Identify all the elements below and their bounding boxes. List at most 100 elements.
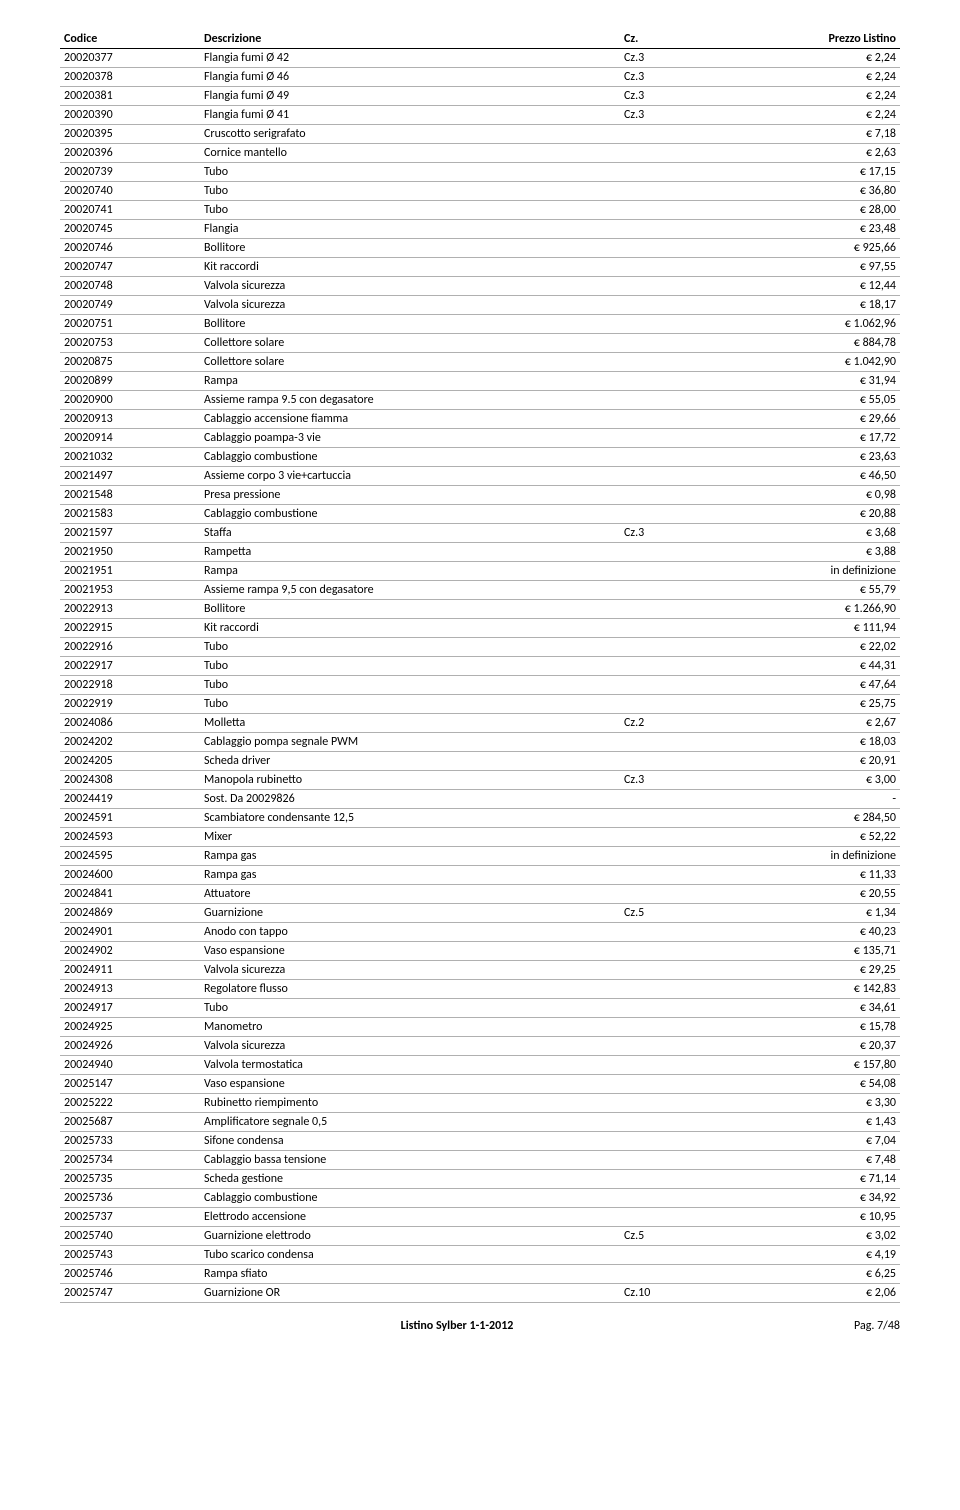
cell-price: € 10,95 [713, 1208, 900, 1227]
cell-price: € 28,00 [713, 201, 900, 220]
cell-price: € 3,30 [713, 1094, 900, 1113]
cell-code: 20022917 [60, 657, 200, 676]
cell-desc: Tubo [200, 638, 620, 657]
table-row: 20020739Tubo€ 17,15 [60, 163, 900, 182]
cell-price: € 884,78 [713, 334, 900, 353]
cell-desc: Presa pressione [200, 486, 620, 505]
cell-code: 20025737 [60, 1208, 200, 1227]
cell-desc: Cablaggio accensione fiamma [200, 410, 620, 429]
table-row: 20024869GuarnizioneCz.5€ 1,34 [60, 904, 900, 923]
cell-price: € 22,02 [713, 638, 900, 657]
table-row: 20024841Attuatore€ 20,55 [60, 885, 900, 904]
table-row: 20025687Amplificatore segnale 0,5€ 1,43 [60, 1113, 900, 1132]
table-row: 20021583Cablaggio combustione€ 20,88 [60, 505, 900, 524]
cell-cz [620, 1113, 713, 1132]
table-row: 20020753Collettore solare€ 884,78 [60, 334, 900, 353]
table-row: 20020396Cornice mantello€ 2,63 [60, 144, 900, 163]
cell-price: € 46,50 [713, 467, 900, 486]
cell-cz [620, 391, 713, 410]
cell-desc: Vaso espansione [200, 942, 620, 961]
header-code: Codice [60, 30, 200, 49]
header-cz: Cz. [620, 30, 713, 49]
table-row: 20025736Cablaggio combustione€ 34,92 [60, 1189, 900, 1208]
cell-desc: Cablaggio pompa segnale PWM [200, 733, 620, 752]
cell-price: € 17,72 [713, 429, 900, 448]
cell-desc: Collettore solare [200, 353, 620, 372]
cell-code: 20020381 [60, 87, 200, 106]
cell-code: 20020875 [60, 353, 200, 372]
cell-price: € 18,03 [713, 733, 900, 752]
cell-desc: Valvola sicurezza [200, 277, 620, 296]
cell-code: 20024593 [60, 828, 200, 847]
cell-cz [620, 999, 713, 1018]
cell-code: 20024308 [60, 771, 200, 790]
cell-cz [620, 467, 713, 486]
footer-title: Listino Sylber 1-1-2012 [401, 1319, 514, 1333]
cell-desc: Rampa sfiato [200, 1265, 620, 1284]
cell-price: in definizione [713, 847, 900, 866]
cell-code: 20024940 [60, 1056, 200, 1075]
cell-code: 20025734 [60, 1151, 200, 1170]
table-row: 20025733Sifone condensa€ 7,04 [60, 1132, 900, 1151]
table-row: 20020749Valvola sicurezza€ 18,17 [60, 296, 900, 315]
table-row: 20024593Mixer € 52,22 [60, 828, 900, 847]
table-header-row: CodiceDescrizioneCz.Prezzo Listino [60, 30, 900, 49]
table-row: 20024911Valvola sicurezza€ 29,25 [60, 961, 900, 980]
table-row: 20025147Vaso espansione€ 54,08 [60, 1075, 900, 1094]
cell-code: 20024202 [60, 733, 200, 752]
table-row: 20025734Cablaggio bassa tensione€ 7,48 [60, 1151, 900, 1170]
table-row: 20020381Flangia fumi Ø 49Cz.3€ 2,24 [60, 87, 900, 106]
cell-cz [620, 296, 713, 315]
cell-desc: Guarnizione [200, 904, 620, 923]
cell-code: 20024913 [60, 980, 200, 999]
cell-code: 20020740 [60, 182, 200, 201]
table-row: 20025747Guarnizione ORCz.10€ 2,06 [60, 1284, 900, 1303]
cell-code: 20025735 [60, 1170, 200, 1189]
cell-price: € 97,55 [713, 258, 900, 277]
cell-desc: Kit raccordi [200, 619, 620, 638]
cell-price: € 4,19 [713, 1246, 900, 1265]
cell-cz [620, 695, 713, 714]
cell-code: 20020914 [60, 429, 200, 448]
cell-price: € 40,23 [713, 923, 900, 942]
cell-price: € 17,15 [713, 163, 900, 182]
cell-cz [620, 980, 713, 999]
cell-desc: Flangia fumi Ø 46 [200, 68, 620, 87]
table-row: 20020899Rampa€ 31,94 [60, 372, 900, 391]
table-row: 20020748Valvola sicurezza€ 12,44 [60, 277, 900, 296]
cell-code: 20020913 [60, 410, 200, 429]
cell-price: € 36,80 [713, 182, 900, 201]
cell-price: € 111,94 [713, 619, 900, 638]
cell-cz [620, 752, 713, 771]
cell-code: 20025733 [60, 1132, 200, 1151]
cell-cz: Cz.3 [620, 49, 713, 68]
cell-cz [620, 410, 713, 429]
cell-desc: Mixer [200, 828, 620, 847]
cell-desc: Rubinetto riempimento [200, 1094, 620, 1113]
cell-price: € 52,22 [713, 828, 900, 847]
cell-price: € 47,64 [713, 676, 900, 695]
cell-desc: Scambiatore condensante 12,5 [200, 809, 620, 828]
cell-price: € 7,18 [713, 125, 900, 144]
cell-desc: Valvola sicurezza [200, 961, 620, 980]
cell-code: 20025687 [60, 1113, 200, 1132]
cell-price: € 142,83 [713, 980, 900, 999]
cell-cz [620, 1094, 713, 1113]
cell-price: € 20,88 [713, 505, 900, 524]
table-row: 20022917Tubo€ 44,31 [60, 657, 900, 676]
cell-price: € 11,33 [713, 866, 900, 885]
cell-code: 20020749 [60, 296, 200, 315]
cell-cz [620, 733, 713, 752]
table-row: 20025737Elettrodo accensione€ 10,95 [60, 1208, 900, 1227]
table-row: 20021951Rampain definizione [60, 562, 900, 581]
cell-cz [620, 1151, 713, 1170]
cell-desc: Manometro [200, 1018, 620, 1037]
cell-code: 20024902 [60, 942, 200, 961]
cell-cz [620, 1265, 713, 1284]
cell-code: 20024901 [60, 923, 200, 942]
cell-price: € 55,05 [713, 391, 900, 410]
cell-price: € 1.062,96 [713, 315, 900, 334]
cell-desc: Bollitore [200, 315, 620, 334]
cell-price: € 3,02 [713, 1227, 900, 1246]
table-row: 20024308Manopola rubinettoCz.3€ 3,00 [60, 771, 900, 790]
